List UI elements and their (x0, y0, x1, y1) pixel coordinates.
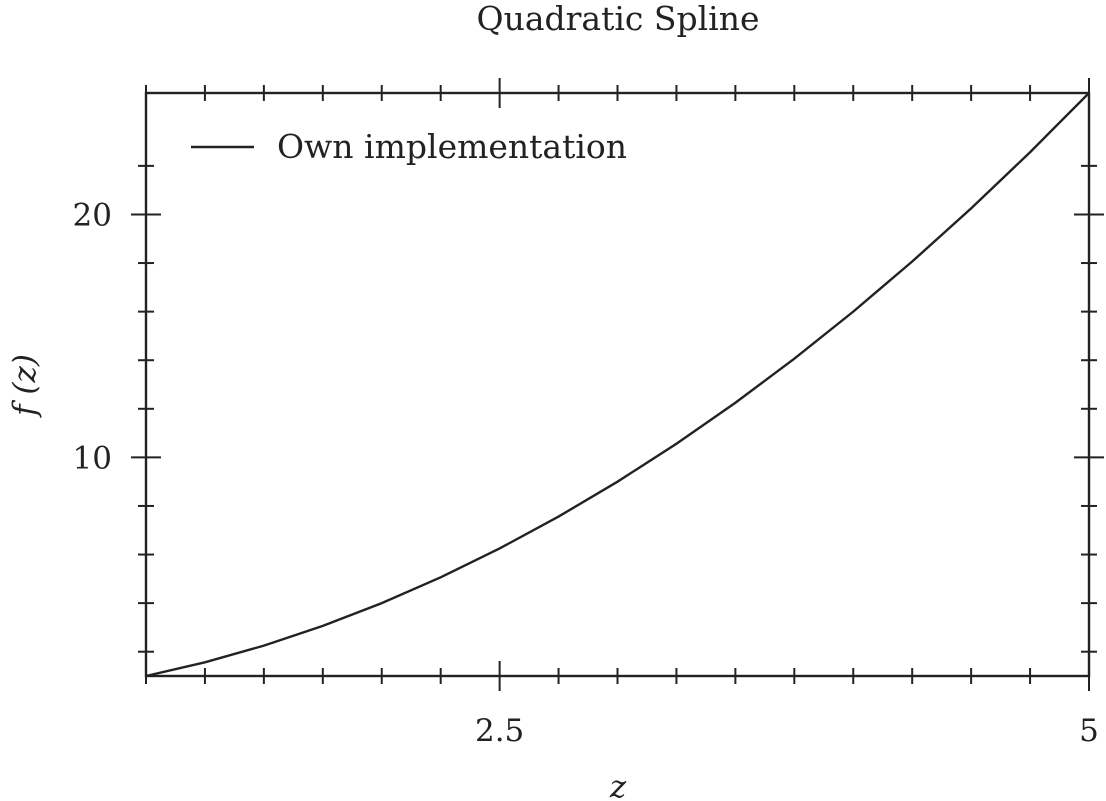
series-line-own-implementation (145, 92, 1090, 678)
x-tick-label: 5 (1079, 713, 1099, 749)
legend: Own implementation (191, 127, 627, 166)
axis-ticks (131, 78, 1104, 691)
y-axis-label: f (z) (7, 354, 43, 418)
tick-labels: 2.5 5 10 20 (73, 197, 1099, 749)
y-tick-label: 20 (73, 197, 112, 233)
plot-frame (144, 91, 1091, 678)
chart-title: Quadratic Spline (477, 0, 760, 38)
x-axis-label: z (609, 769, 627, 801)
legend-label-own-implementation: Own implementation (277, 127, 627, 166)
x-tick-label: 2.5 (475, 713, 524, 749)
y-tick-label: 10 (73, 440, 112, 476)
